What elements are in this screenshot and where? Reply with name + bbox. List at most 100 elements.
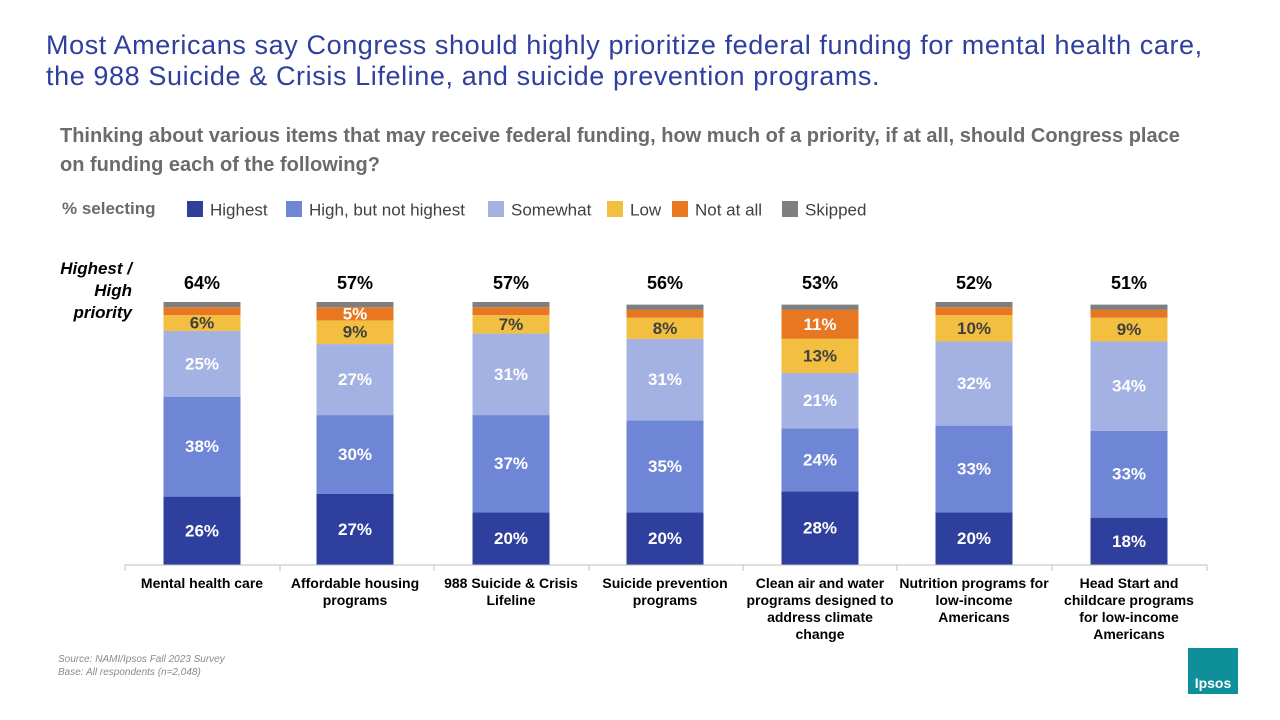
value-label: 33% — [957, 459, 991, 478]
value-label: 33% — [1112, 465, 1146, 484]
bar-segment — [472, 415, 550, 513]
bar-segment — [472, 315, 550, 334]
total-label: 52% — [956, 273, 992, 293]
legend-swatch — [488, 201, 504, 217]
bar-segment — [1090, 309, 1168, 318]
legend-swatch — [187, 201, 203, 217]
value-label: 20% — [494, 529, 528, 548]
bar-segment — [163, 496, 241, 565]
value-label: 38% — [185, 437, 219, 456]
bar-segment — [1090, 430, 1168, 518]
legend-label: Skipped — [805, 200, 866, 219]
bar-segment — [316, 344, 394, 416]
bar-segment — [472, 333, 550, 416]
value-label: 27% — [338, 520, 372, 539]
bar-segment — [316, 307, 394, 321]
bar-segment — [626, 309, 704, 318]
logo: Ipsos — [1188, 648, 1238, 694]
value-label: 5% — [343, 304, 368, 323]
value-label: 20% — [957, 529, 991, 548]
total-label: 57% — [493, 273, 529, 293]
category-label: Nutrition programs for low-income Americ… — [899, 575, 1049, 625]
value-label: 11% — [803, 315, 836, 334]
category-label: Head Start and childcare programs for lo… — [1064, 575, 1194, 642]
legend-label: % selecting — [62, 199, 156, 218]
bar-segment — [163, 330, 241, 397]
value-label: 30% — [338, 445, 372, 464]
legend-label: Highest — [210, 200, 268, 219]
bar-segment — [781, 309, 859, 339]
legend-swatch — [286, 201, 302, 217]
bar-segment — [781, 304, 859, 310]
bar-segment — [626, 420, 704, 513]
bar-segment — [935, 425, 1013, 513]
bar-segment — [316, 415, 394, 494]
bar-segment — [472, 302, 550, 308]
value-label: 10% — [957, 319, 991, 338]
legend-label: Somewhat — [511, 200, 592, 219]
bar-segment — [316, 493, 394, 565]
value-label: 31% — [494, 365, 528, 384]
legend-label: High, but not highest — [309, 200, 465, 219]
bar-segment — [1090, 304, 1168, 310]
category-label: 988 Suicide & Crisis Lifeline — [444, 575, 578, 608]
bar-segment — [472, 512, 550, 565]
value-label: 18% — [1112, 532, 1146, 551]
bar-segment — [316, 320, 394, 345]
value-label: 6% — [190, 314, 215, 333]
bar-segment — [163, 396, 241, 497]
value-label: 31% — [648, 370, 682, 389]
value-label: 9% — [343, 323, 368, 342]
value-label: 21% — [803, 391, 837, 410]
base-note: Base: All respondents (n=2,048) — [58, 667, 201, 678]
value-label: 9% — [1117, 320, 1142, 339]
value-label: 26% — [185, 521, 219, 540]
bar-segment — [1090, 341, 1168, 431]
bar-segment — [1090, 517, 1168, 565]
value-label: 25% — [185, 354, 219, 373]
legend-swatch — [672, 201, 688, 217]
bar-segment — [163, 315, 241, 331]
total-label: 56% — [647, 273, 683, 293]
bar-segment — [781, 491, 859, 565]
total-label: 64% — [184, 273, 220, 293]
bar-segment — [626, 317, 704, 339]
legend-swatch — [607, 201, 623, 217]
bar-segment — [163, 307, 241, 316]
total-label: 57% — [337, 273, 373, 293]
value-label: 8% — [653, 319, 678, 338]
bar-segment — [626, 512, 704, 565]
legend-label: Not at all — [695, 200, 762, 219]
source: Source: NAMI/Ipsos Fall 2023 Survey — [58, 654, 225, 665]
totals-heading: Highest / High priority — [60, 259, 132, 322]
category-label: Clean air and water programs designed to… — [746, 575, 894, 642]
bar-segment — [1090, 317, 1168, 342]
bar-segment — [935, 315, 1013, 342]
subtitle: Thinking about various items that may re… — [60, 125, 1180, 176]
bar-segment — [781, 338, 859, 374]
value-label: 13% — [803, 346, 837, 365]
bar-segment — [626, 304, 704, 310]
bar-segment — [935, 341, 1013, 426]
value-label: 28% — [803, 519, 837, 538]
bar-segment — [472, 307, 550, 316]
bar-segment — [781, 373, 859, 429]
bar-segment — [781, 428, 859, 492]
category-label: Mental health care — [140, 575, 264, 591]
value-label: 24% — [803, 450, 837, 469]
bar-segment — [163, 302, 241, 308]
total-label: 53% — [802, 273, 838, 293]
bar-segment — [316, 302, 394, 308]
category-label: Affordable housing programs — [290, 575, 420, 608]
value-label: 27% — [338, 370, 372, 389]
value-label: 35% — [648, 457, 682, 476]
bar-segment — [935, 307, 1013, 316]
value-label: 37% — [494, 454, 528, 473]
value-label: 7% — [499, 315, 524, 334]
legend-label: Low — [630, 200, 662, 219]
legend-swatch — [782, 201, 798, 217]
total-label: 51% — [1111, 273, 1147, 293]
bar-segment — [935, 302, 1013, 308]
